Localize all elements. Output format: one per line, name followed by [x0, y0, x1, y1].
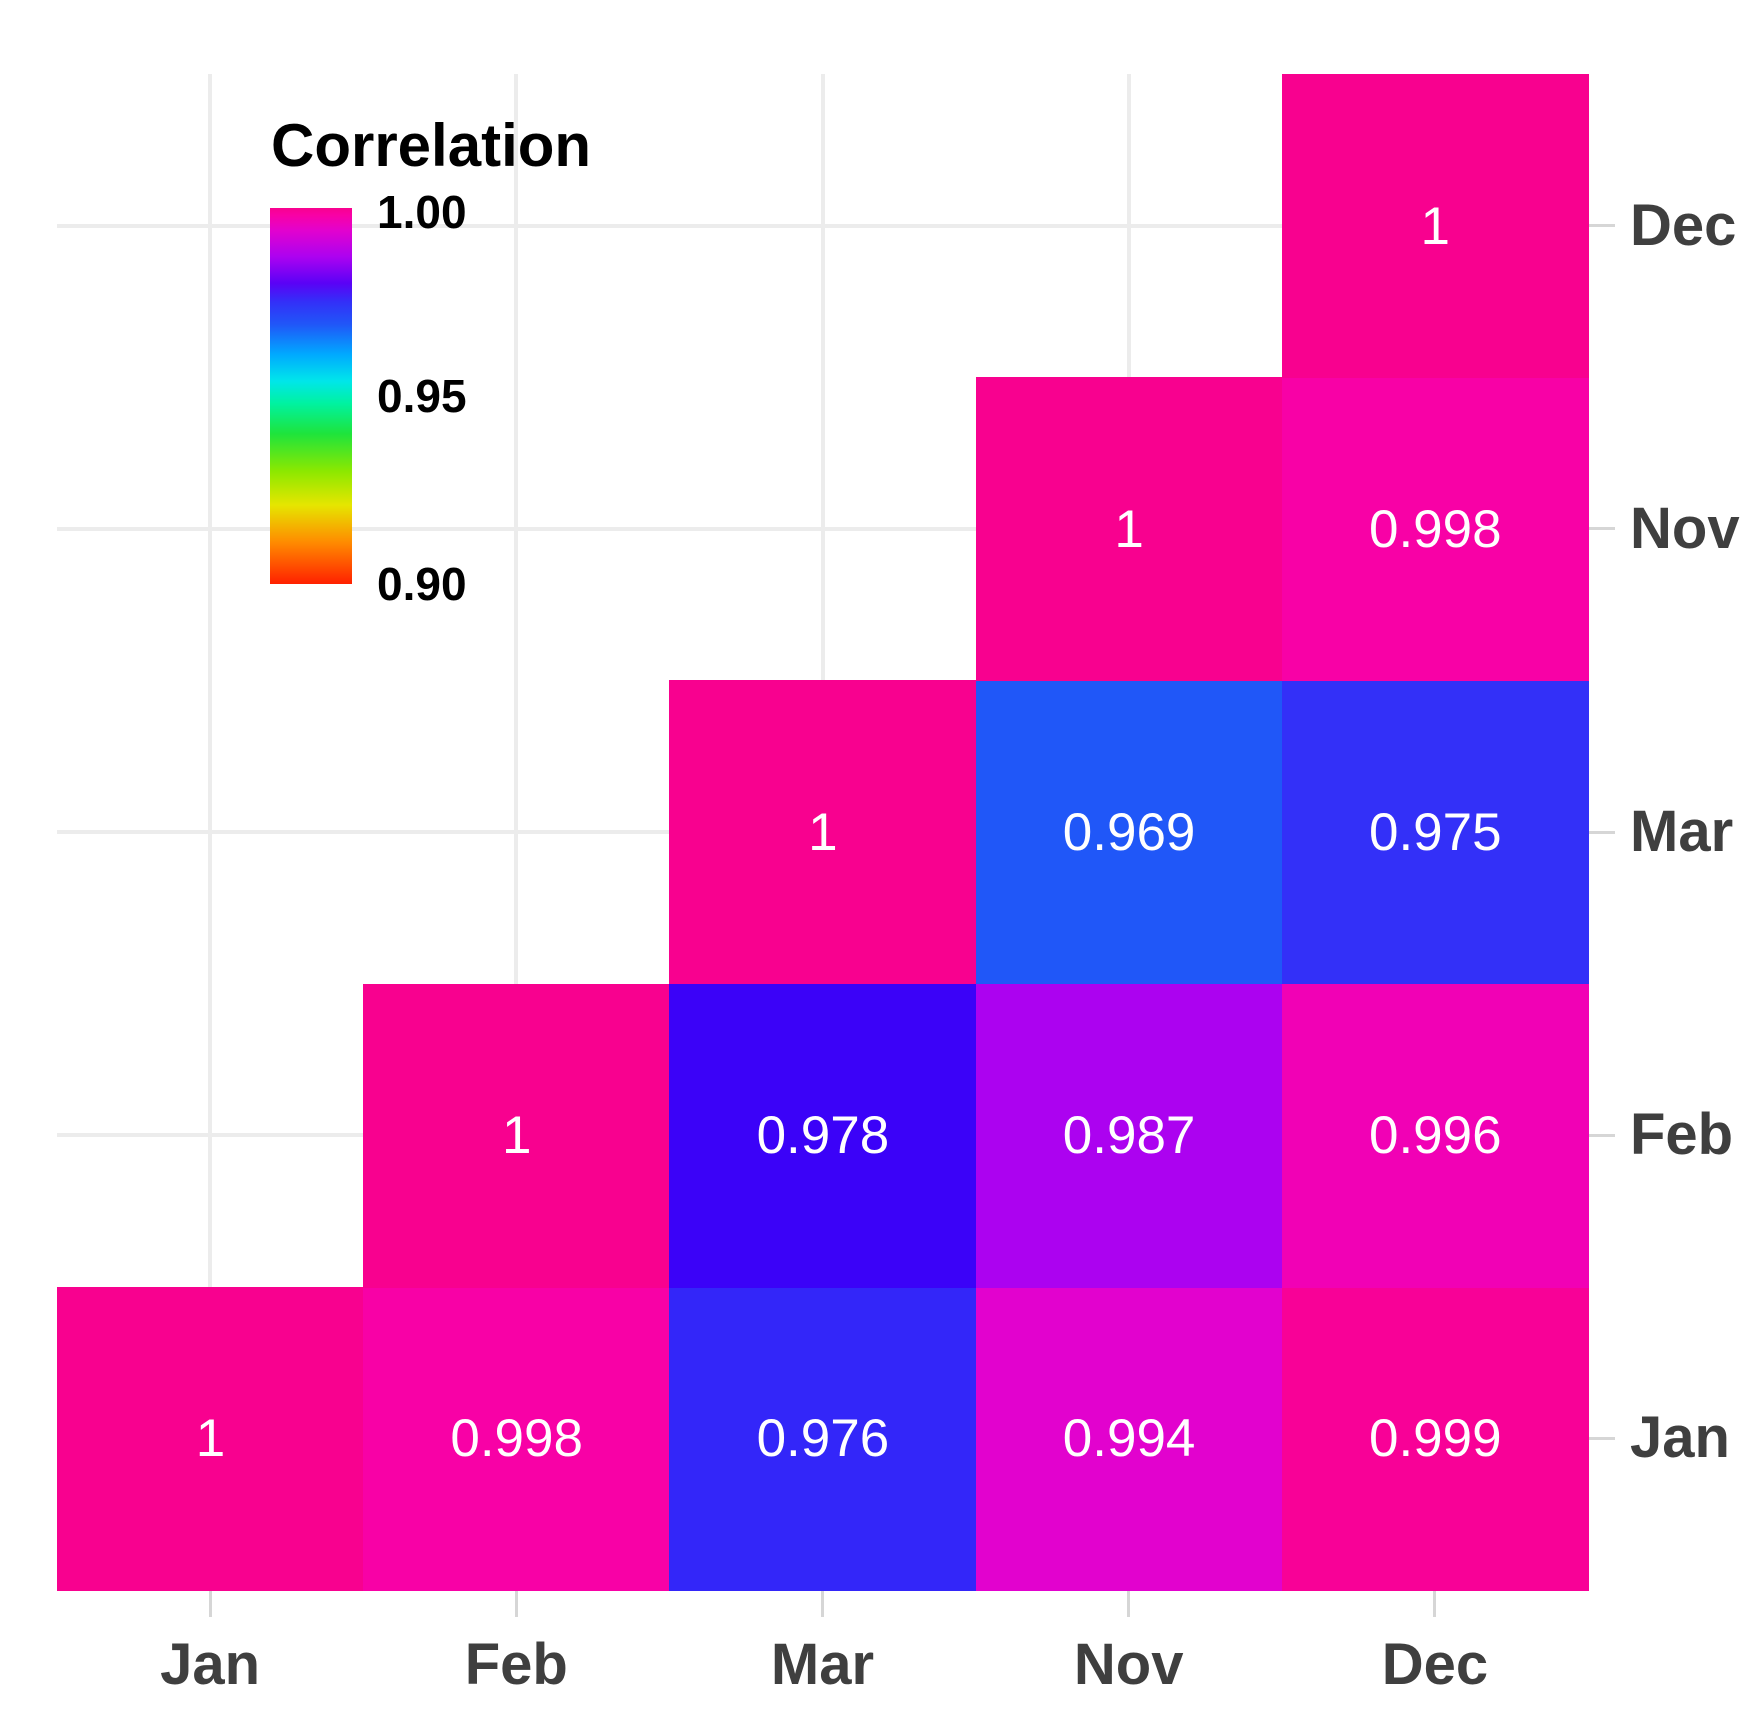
- cell-value-label: 0.969: [1062, 802, 1196, 862]
- x-axis-tick: [1127, 1591, 1131, 1617]
- x-axis-label-Jan: Jan: [160, 1632, 261, 1697]
- cell-value-label: 1: [1420, 196, 1451, 256]
- x-axis-tick: [1433, 1591, 1437, 1617]
- legend-tick-label: 1.00: [377, 186, 467, 238]
- heatmap-cell-Nov-Nov: 1: [975, 377, 1283, 682]
- heatmap-cell-Feb-Dec: 0.996: [1281, 983, 1589, 1288]
- y-axis-tick: [1589, 224, 1615, 228]
- cell-value-label: 1: [501, 1106, 532, 1166]
- legend-colorbar: [270, 208, 352, 584]
- y-axis-label-Feb: Feb: [1630, 1102, 1734, 1168]
- heatmap-cell-Feb-Feb: 1: [363, 983, 671, 1288]
- heatmap-cell-Jan-Feb: 0.998: [363, 1286, 671, 1591]
- x-axis-tick: [821, 1591, 824, 1617]
- cell-value-label: 1: [808, 802, 838, 862]
- cell-value-label: 0.998: [1368, 499, 1502, 559]
- cell-value-label: 0.998: [450, 1409, 583, 1469]
- heatmap-cell-Mar-Mar: 1: [669, 680, 977, 985]
- legend-tick-label: 0.90: [377, 558, 467, 610]
- cell-value-label: 0.994: [1062, 1409, 1196, 1469]
- y-axis-label-Mar: Mar: [1630, 799, 1734, 864]
- legend-title: Correlation: [271, 112, 592, 179]
- y-axis-label-Dec: Dec: [1630, 192, 1737, 258]
- x-axis-label-Mar: Mar: [770, 1632, 875, 1697]
- cell-value-label: 0.975: [1368, 802, 1502, 862]
- gridline-horizontal: [57, 223, 1588, 228]
- heatmap-cell-Feb-Nov: 0.987: [975, 983, 1283, 1288]
- heatmap-cell-Feb-Mar: 0.978: [669, 983, 977, 1288]
- heatmap-cell-Mar-Dec: 0.975: [1281, 680, 1589, 985]
- heatmap-cell-Nov-Dec: 0.998: [1281, 377, 1589, 682]
- cell-value-label: 0.987: [1062, 1106, 1196, 1166]
- y-axis-tick: [1589, 1436, 1615, 1440]
- cell-value-label: 0.999: [1368, 1409, 1502, 1469]
- y-axis-label-Nov: Nov: [1630, 495, 1740, 561]
- heatmap-cell-Jan-Nov: 0.994: [975, 1286, 1283, 1591]
- heatmap-cell-Dec-Dec: 1: [1281, 74, 1589, 378]
- y-axis-tick: [1589, 1133, 1615, 1137]
- cell-value-label: 0.996: [1368, 1106, 1502, 1166]
- heatmap-cell-Mar-Nov: 0.969: [975, 680, 1283, 985]
- x-axis-label-Feb: Feb: [464, 1632, 568, 1697]
- cell-value-label: 1: [195, 1409, 226, 1469]
- y-axis-label-Jan: Jan: [1630, 1405, 1730, 1471]
- heatmap-cell-Jan-Mar: 0.976: [669, 1286, 977, 1591]
- legend-tick-label: 0.95: [377, 370, 467, 422]
- heatmap-cell-Jan-Dec: 0.999: [1281, 1286, 1589, 1591]
- y-axis-tick: [1589, 830, 1615, 834]
- x-axis-label-Dec: Dec: [1381, 1632, 1489, 1697]
- gridline-horizontal: [57, 526, 1588, 531]
- y-axis-tick: [1589, 527, 1615, 531]
- x-axis-label-Nov: Nov: [1073, 1632, 1184, 1697]
- heatmap-cell-Jan-Jan: 1: [57, 1286, 364, 1591]
- x-axis-tick: [208, 1591, 212, 1617]
- cell-value-label: 0.976: [756, 1409, 890, 1469]
- cell-value-label: 0.978: [756, 1106, 890, 1166]
- x-axis-tick: [514, 1591, 518, 1617]
- cell-value-label: 1: [1114, 499, 1144, 559]
